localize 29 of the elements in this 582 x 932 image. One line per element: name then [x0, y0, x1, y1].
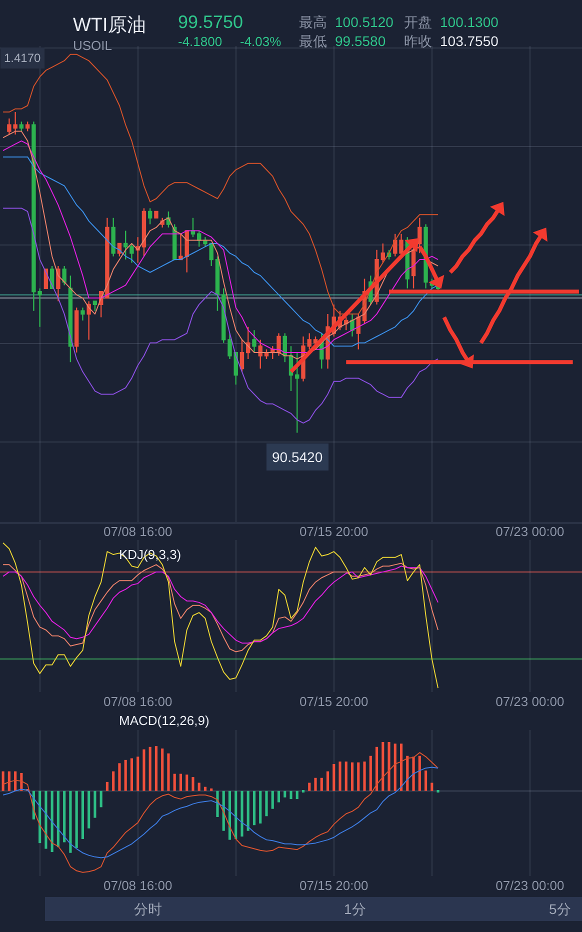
text: 1.4170 — [4, 51, 42, 65]
annotation: 90.5420 — [272, 449, 323, 465]
text: 99.5580 — [335, 33, 386, 49]
chart-title: KDJ(9,3,3) — [119, 547, 182, 562]
text: 103.7550 — [440, 33, 499, 49]
x-tick-label: 07/23 00:00 — [496, 524, 564, 539]
x-tick-label: 07/15 20:00 — [300, 878, 368, 893]
text: 昨收 — [404, 33, 432, 49]
x-tick-label: 07/08 16:00 — [103, 524, 172, 539]
text: 100.1300 — [440, 14, 499, 30]
text: 开盘 — [404, 14, 432, 30]
x-tick-label: 07/15 20:00 — [300, 694, 368, 709]
chart-title: MACD(12,26,9) — [119, 713, 210, 728]
x-tick-label: 07/15 20:00 — [300, 524, 368, 539]
text: 1分 — [344, 901, 366, 917]
text: 100.5120 — [335, 14, 394, 30]
x-tick-label: 07/23 00:00 — [496, 878, 564, 893]
text: 5分 — [549, 901, 571, 917]
x-tick-label: 07/23 00:00 — [496, 694, 564, 709]
text: 99.5750 — [178, 12, 244, 32]
x-tick-label: 07/08 16:00 — [103, 878, 172, 893]
text: 最低 — [299, 33, 327, 49]
chart-title: WTI原油 — [73, 15, 146, 36]
text: 最高 — [299, 14, 327, 30]
x-tick-label: 07/08 16:00 — [103, 694, 172, 709]
chart-subtitle: USOIL — [73, 38, 112, 53]
text: -4.03% — [240, 34, 282, 49]
text: -4.1800 — [178, 34, 222, 49]
text: 分时 — [134, 901, 162, 917]
